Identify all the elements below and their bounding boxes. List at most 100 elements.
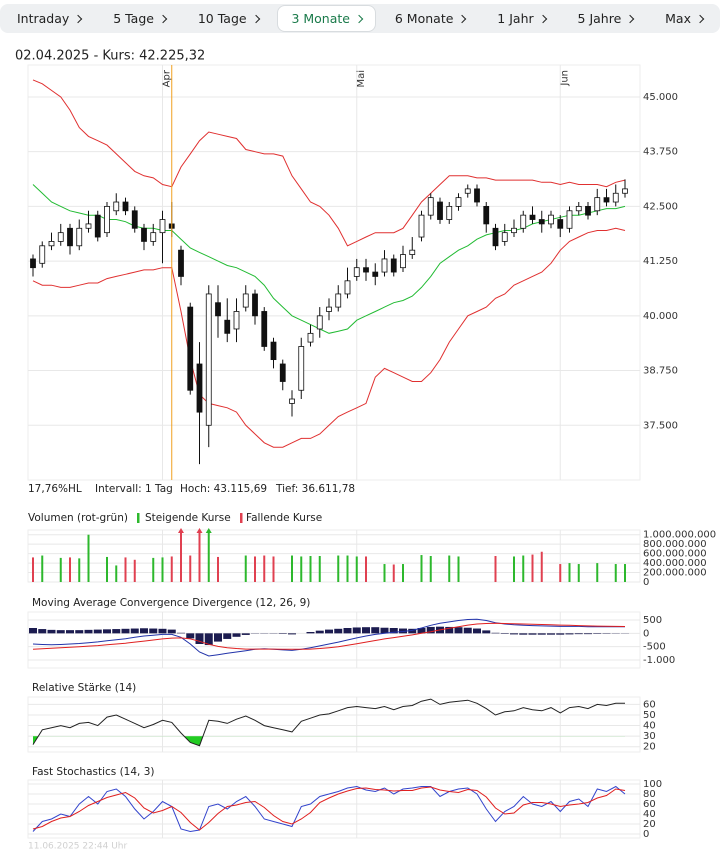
candle-body [566, 210, 573, 229]
volume-bar [624, 564, 626, 582]
candle-body [575, 205, 582, 212]
candle-body [622, 188, 628, 194]
candle-body [224, 319, 231, 334]
range-tab[interactable]: Intraday [4, 6, 94, 31]
candle-body [131, 210, 138, 229]
candle-body [141, 227, 147, 242]
band-line [32, 79, 626, 247]
candle-body [437, 201, 443, 220]
candle-body [585, 205, 591, 216]
volume-bar [106, 556, 108, 582]
y-tick-label: 20 [643, 742, 656, 753]
macd-histogram-bar [454, 627, 463, 634]
range-tabs: Intraday 5 Tage 10 Tage 3 Monate 6 Monate 1 J… [0, 4, 720, 33]
overflow-arrow [196, 528, 203, 533]
volume-bar [59, 557, 62, 582]
pane-frame [27, 696, 641, 753]
macd-histogram-bar [315, 630, 324, 634]
volume-bar [300, 556, 303, 582]
y-tick-label: 50 [643, 710, 656, 721]
tab-label: 5 Jahre [577, 11, 622, 26]
macd-histogram-bar [306, 632, 315, 634]
candle-body [215, 302, 221, 317]
volume-bar [559, 564, 562, 582]
volume-bar [494, 556, 497, 582]
macd-histogram-bar [574, 633, 583, 635]
macd-histogram-bar [528, 633, 537, 635]
y-tick-label: 0 [643, 829, 649, 840]
candle-body [363, 267, 369, 273]
range-tab[interactable]: Max [652, 6, 716, 31]
range-tab[interactable]: 3 Monate [277, 5, 376, 32]
volume-bar [383, 564, 386, 582]
candle-body [159, 219, 166, 234]
volume-bar [457, 556, 460, 582]
volume-bar [41, 555, 44, 582]
candle-body [603, 197, 610, 203]
volume-bar [568, 563, 571, 582]
macd-histogram-bar [75, 630, 84, 634]
pane-title: Moving Average Convergence Divergence (1… [32, 597, 310, 609]
y-tick-label: 38.750 [643, 366, 678, 377]
macd-histogram-bar [389, 628, 398, 634]
rsi-line [32, 698, 625, 747]
candle-body [122, 201, 129, 212]
candle-body [529, 214, 536, 220]
range-tab[interactable]: 5 Tage [100, 6, 179, 31]
candle-body [390, 258, 397, 273]
range-tab[interactable]: 5 Jahre [565, 6, 647, 31]
candle-body [474, 188, 480, 203]
volume-bar [614, 564, 617, 582]
candle-body [548, 214, 554, 225]
volume-bar [596, 563, 599, 582]
macd-histogram-bar [334, 628, 343, 634]
volume-bar [448, 555, 451, 582]
candle-body [85, 223, 92, 229]
macd-histogram-bar [177, 632, 185, 634]
price-plot [30, 79, 628, 465]
macd-histogram-bar [593, 633, 602, 634]
candle-body [76, 227, 83, 247]
y-tick-label: 37.500 [643, 420, 678, 431]
volume-bar [180, 530, 182, 582]
tab-label: 1 Jahr [497, 11, 534, 26]
macd-histogram-bar [445, 626, 454, 634]
volume-bar [170, 556, 173, 582]
pane-frame [27, 529, 641, 583]
macd-histogram-bar [29, 628, 37, 634]
legend-swatch [240, 513, 243, 523]
macd-histogram-bar [149, 628, 158, 634]
macd-histogram-bar [473, 628, 481, 634]
macd-line [32, 622, 626, 650]
candle-body [409, 249, 416, 255]
candle-body [557, 219, 564, 229]
candle-body [270, 341, 277, 361]
macd-histogram-bar [278, 633, 287, 634]
rsi-plot [32, 698, 625, 747]
macd-histogram-bar [547, 633, 555, 635]
tab-label: 5 Tage [113, 11, 154, 26]
stoch-plot [32, 785, 626, 833]
macd-histogram-bar [426, 626, 435, 634]
macd-histogram-bar [584, 633, 592, 635]
volume-bar [402, 564, 404, 582]
volume-bar [115, 565, 118, 582]
candle-body [196, 363, 203, 413]
stat: Tief: 36.611,78 [275, 483, 355, 495]
macd-histogram-bar [491, 632, 500, 634]
volume-bar [161, 557, 164, 582]
legend-swatch [137, 513, 140, 523]
macd-histogram-bar [93, 629, 102, 634]
candle-body [150, 232, 157, 242]
stoch-line [32, 786, 626, 831]
y-tick-label: 41.250 [643, 256, 678, 267]
volume-bar [87, 534, 90, 582]
tab-label: Intraday [17, 11, 70, 26]
range-tab[interactable]: 6 Monate [382, 6, 479, 31]
macd-histogram-bar [84, 629, 93, 634]
range-tab[interactable]: 10 Tage [185, 6, 272, 31]
range-tab[interactable]: 1 Jahr [484, 6, 558, 31]
candle-body [612, 192, 619, 203]
candle-body [326, 306, 332, 312]
stat: Hoch: 43.115,69 [180, 483, 267, 495]
